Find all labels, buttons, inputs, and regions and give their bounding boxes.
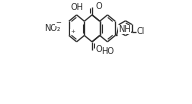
Text: OH: OH — [70, 3, 83, 12]
Text: NO₂: NO₂ — [44, 24, 60, 33]
Text: −: − — [55, 20, 61, 26]
Text: +: + — [70, 30, 75, 35]
Text: HO: HO — [101, 47, 114, 56]
Text: O: O — [95, 2, 102, 11]
Text: NH: NH — [118, 25, 131, 35]
Text: O: O — [95, 45, 102, 54]
Text: Cl: Cl — [137, 27, 145, 36]
